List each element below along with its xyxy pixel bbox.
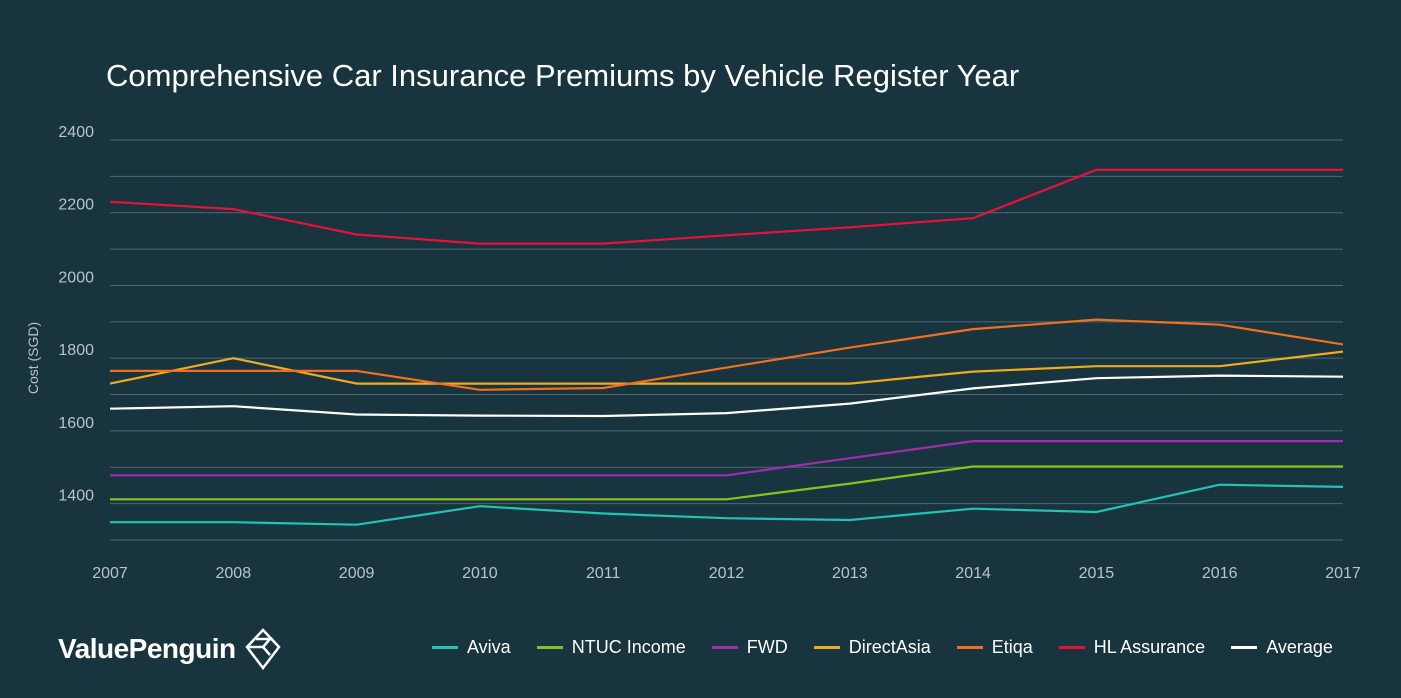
legend-swatch: [432, 646, 458, 649]
grid-lines: [110, 139, 1343, 541]
x-tick-label: 2013: [832, 565, 868, 582]
legend-swatch: [1231, 646, 1258, 649]
legend-swatch: [711, 646, 738, 649]
brand-logo: ValuePenguin: [58, 628, 282, 670]
legend-item-aviva: Aviva: [432, 637, 511, 658]
x-tick-label: 2007: [92, 565, 128, 582]
legend-label: Etiqa: [991, 637, 1033, 657]
x-tick-label: 2017: [1325, 565, 1361, 582]
legend-label: FWD: [746, 637, 788, 657]
valuepenguin-diamond-icon: [244, 628, 281, 670]
y-tick-label: 2000: [58, 269, 94, 286]
legend-item-average: Average: [1231, 637, 1333, 658]
y-tick-label: 1400: [58, 488, 94, 505]
series-line-etiqa: [110, 318, 1344, 391]
series-line-ntuc-income: [110, 465, 1343, 501]
x-tick-label: 2012: [709, 565, 745, 582]
y-tick-label: 2200: [58, 197, 94, 214]
legend-swatch: [536, 646, 563, 649]
legend-item-fwd: FWD: [711, 637, 788, 658]
y-tick-label: 2400: [58, 124, 94, 141]
legend-swatch: [1058, 646, 1085, 649]
legend-item-directasia: DirectAsia: [813, 637, 931, 658]
x-tick-label: 2016: [1202, 565, 1238, 582]
chart-title: Comprehensive Car Insurance Premiums by …: [106, 58, 1020, 93]
legend-label: DirectAsia: [848, 637, 931, 657]
legend-swatch: [956, 646, 983, 649]
legend-label: NTUC Income: [571, 637, 686, 657]
legend-label: Aviva: [467, 637, 511, 657]
y-axis-label: Cost (SGD): [25, 322, 41, 394]
x-tick-label: 2010: [462, 565, 498, 582]
x-tick-label: 2011: [586, 565, 621, 582]
legend-item-etiqa: Etiqa: [956, 637, 1033, 658]
legend-item-ntuc-income: NTUC Income: [536, 637, 686, 658]
x-axis-ticks: 2007 2008 2009 2010 2011 2012 2013 2014 2015 2016…: [92, 565, 1361, 582]
legend-label: Average: [1266, 637, 1333, 657]
chart-legend: Aviva NTUC Income FWD DirectAsia Etiqa HL Ass…: [432, 637, 1333, 658]
series-line-average: [109, 374, 1344, 418]
x-tick-label: 2014: [955, 565, 991, 582]
y-tick-label: 1800: [58, 342, 94, 359]
legend-label: HL Assurance: [1093, 637, 1206, 657]
series-line-fwd: [110, 440, 1343, 477]
legend-item-hl-assurance: HL Assurance: [1058, 637, 1206, 658]
series-line-directasia: [109, 350, 1344, 385]
line-chart: 1400 1600 1800 2000 2200 2400 2007 2008 2009 201…: [25, 124, 1361, 582]
brand-name: ValuePenguin: [58, 633, 236, 664]
y-tick-label: 1600: [58, 415, 94, 432]
series-line-hl-assurance: [109, 168, 1343, 245]
x-tick-label: 2009: [339, 565, 375, 582]
legend-swatch: [813, 646, 840, 649]
series-lines: [109, 168, 1344, 526]
x-tick-label: 2008: [216, 565, 252, 582]
y-axis-ticks: 1400 1600 1800 2000 2200 2400: [58, 124, 94, 505]
x-tick-label: 2015: [1079, 565, 1115, 582]
series-line-aviva: [110, 483, 1344, 526]
